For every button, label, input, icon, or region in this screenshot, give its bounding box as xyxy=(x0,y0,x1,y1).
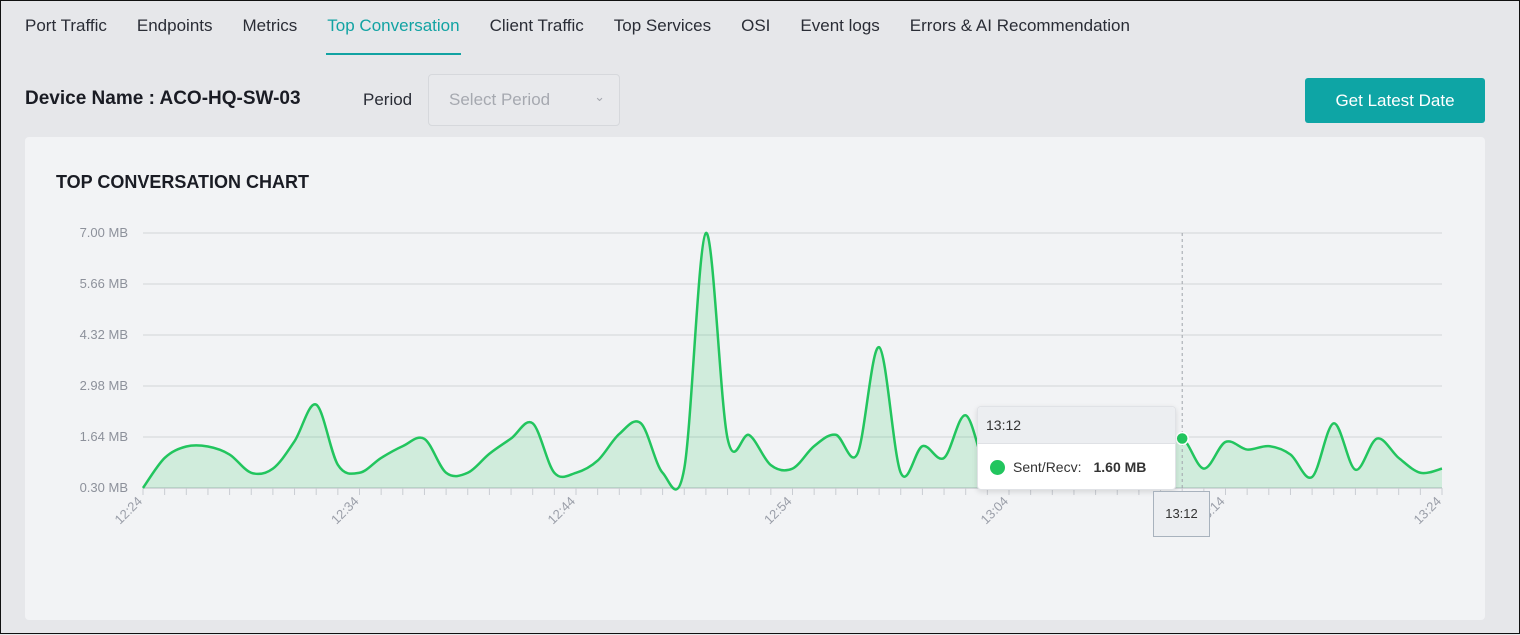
chart-card: TOP CONVERSATION CHART xyxy=(25,137,1485,620)
tab-endpoints[interactable]: Endpoints xyxy=(136,16,213,35)
x-tick-label: 12:24 xyxy=(112,494,146,528)
x-tick-label: 13:04 xyxy=(978,494,1012,528)
y-tick-label: 2.98 MB xyxy=(80,378,128,393)
x-tick-label: 13:24 xyxy=(1411,494,1445,528)
tab-bar: Port Traffic Endpoints Metrics Top Conversa… xyxy=(25,13,1130,55)
tooltip-value: 1.60 MB xyxy=(1093,459,1147,475)
period-label: Period xyxy=(363,90,413,109)
crosshair-x-label: 13:12 xyxy=(1153,491,1210,537)
tooltip-series: Sent/Recv: xyxy=(1013,459,1082,475)
y-tick-label: 7.00 MB xyxy=(80,225,128,240)
series-line xyxy=(141,231,1443,491)
chevron-down-icon: ⌄ xyxy=(594,89,605,104)
tab-top-services[interactable]: Top Services xyxy=(613,16,712,35)
tab-port-traffic[interactable]: Port Traffic xyxy=(25,16,107,35)
y-tick-label: 1.64 MB xyxy=(80,429,128,444)
tab-osi[interactable]: OSI xyxy=(741,16,771,35)
chart-tooltip: 13:12 Sent/Recv: 1.60 MB xyxy=(977,406,1176,490)
tab-errors-ai-recommendation[interactable]: Errors & AI Recommendation xyxy=(909,16,1130,35)
device-name: Device Name : ACO-HQ-SW-03 xyxy=(25,88,301,109)
x-tick-label: 12:44 xyxy=(545,494,579,528)
tab-event-logs[interactable]: Event logs xyxy=(800,16,880,35)
get-latest-date-button[interactable]: Get Latest Date xyxy=(1305,78,1485,123)
tab-top-conversation[interactable]: Top Conversation xyxy=(326,13,461,55)
y-tick-label: 4.32 MB xyxy=(80,327,128,342)
tab-metrics[interactable]: Metrics xyxy=(242,16,298,35)
period-select[interactable]: Select Period ⌄ xyxy=(428,74,620,126)
tab-client-traffic[interactable]: Client Traffic xyxy=(489,16,584,35)
period-placeholder: Select Period xyxy=(449,90,551,109)
tooltip-time: 13:12 xyxy=(978,407,1175,444)
x-tick-label: 12:34 xyxy=(328,494,362,528)
hover-marker xyxy=(1175,431,1189,446)
y-tick-label: 5.66 MB xyxy=(80,276,128,291)
x-tick-label: 12:54 xyxy=(761,494,795,528)
series-area xyxy=(143,232,1442,490)
chart-title: TOP CONVERSATION CHART xyxy=(56,172,310,192)
series-dot-icon xyxy=(990,459,1005,475)
y-tick-label: 0.30 MB xyxy=(80,480,128,495)
